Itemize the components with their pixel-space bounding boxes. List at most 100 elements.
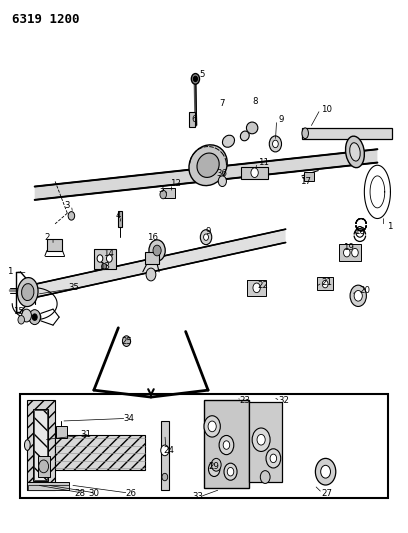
- Circle shape: [146, 268, 156, 281]
- Bar: [20, 394, 388, 498]
- Text: 24: 24: [164, 446, 175, 455]
- Circle shape: [251, 168, 258, 177]
- Text: 17: 17: [301, 177, 311, 185]
- Text: 30: 30: [89, 489, 99, 497]
- Bar: [27, 400, 55, 490]
- Text: 21: 21: [321, 278, 332, 287]
- Bar: [118, 211, 122, 227]
- Bar: [94, 249, 116, 269]
- Circle shape: [269, 136, 282, 152]
- Ellipse shape: [22, 284, 34, 301]
- Polygon shape: [302, 128, 392, 139]
- Circle shape: [200, 230, 212, 245]
- Bar: [304, 172, 314, 181]
- Text: 15: 15: [13, 308, 24, 316]
- Text: 2: 2: [44, 233, 50, 241]
- Circle shape: [315, 458, 336, 485]
- Circle shape: [191, 74, 200, 84]
- Text: 33: 33: [193, 492, 203, 501]
- Ellipse shape: [246, 122, 258, 134]
- Bar: [47, 239, 62, 251]
- Text: 1: 1: [7, 268, 13, 276]
- Circle shape: [322, 280, 328, 288]
- Circle shape: [160, 190, 166, 199]
- Circle shape: [211, 458, 221, 471]
- Text: 12: 12: [170, 180, 181, 188]
- Ellipse shape: [346, 136, 364, 168]
- Bar: [34, 410, 47, 480]
- Bar: [56, 426, 67, 438]
- Ellipse shape: [350, 143, 360, 161]
- Bar: [55, 435, 145, 470]
- Text: 35: 35: [68, 284, 79, 292]
- Ellipse shape: [24, 440, 30, 450]
- Circle shape: [32, 314, 37, 320]
- Circle shape: [227, 467, 234, 476]
- Circle shape: [270, 454, 277, 463]
- Text: 27: 27: [321, 489, 332, 497]
- Text: 32: 32: [278, 397, 289, 405]
- Ellipse shape: [29, 311, 41, 323]
- Text: 19: 19: [344, 244, 354, 252]
- Circle shape: [252, 428, 270, 451]
- Bar: [28, 485, 69, 490]
- Circle shape: [260, 471, 270, 483]
- Text: 6319 1200: 6319 1200: [12, 13, 80, 26]
- Text: 6: 6: [191, 116, 197, 124]
- Text: 31: 31: [80, 430, 91, 439]
- Circle shape: [22, 309, 31, 322]
- Polygon shape: [35, 149, 377, 200]
- Circle shape: [223, 441, 230, 449]
- Text: 3: 3: [158, 185, 164, 193]
- Text: 26: 26: [125, 489, 136, 497]
- Ellipse shape: [302, 128, 308, 139]
- Circle shape: [321, 465, 330, 478]
- Text: 7: 7: [220, 100, 225, 108]
- Bar: [27, 482, 69, 490]
- Circle shape: [354, 290, 362, 301]
- Circle shape: [224, 463, 237, 480]
- Circle shape: [253, 283, 260, 293]
- Bar: [247, 280, 266, 296]
- Text: 3: 3: [64, 201, 70, 209]
- Text: 16: 16: [148, 233, 158, 241]
- Text: 28: 28: [74, 489, 85, 497]
- Text: 36: 36: [217, 169, 228, 177]
- Circle shape: [273, 140, 278, 148]
- Text: 18: 18: [354, 228, 364, 236]
- Bar: [204, 400, 249, 488]
- Circle shape: [266, 449, 281, 468]
- Bar: [161, 421, 169, 490]
- Text: 1: 1: [387, 222, 392, 231]
- Text: 23: 23: [239, 397, 250, 405]
- Circle shape: [18, 316, 24, 324]
- Circle shape: [204, 234, 208, 240]
- Circle shape: [153, 245, 161, 256]
- Bar: [339, 244, 361, 261]
- Circle shape: [29, 310, 40, 325]
- Bar: [38, 456, 50, 477]
- Circle shape: [257, 434, 265, 445]
- Bar: [317, 277, 333, 290]
- Circle shape: [97, 255, 103, 262]
- Polygon shape: [31, 229, 286, 298]
- Text: 5: 5: [199, 70, 205, 79]
- Text: 14: 14: [103, 249, 113, 257]
- Text: 4: 4: [115, 212, 121, 220]
- Text: 25: 25: [121, 337, 132, 345]
- Ellipse shape: [240, 131, 249, 141]
- Text: 8: 8: [252, 97, 258, 106]
- Bar: [33, 409, 48, 481]
- Text: 13: 13: [99, 262, 109, 271]
- Circle shape: [122, 336, 131, 346]
- Text: 9: 9: [279, 116, 284, 124]
- Circle shape: [219, 435, 234, 455]
- Text: 10: 10: [321, 105, 332, 114]
- Circle shape: [149, 240, 165, 261]
- Circle shape: [344, 248, 350, 257]
- Bar: [241, 167, 268, 179]
- Ellipse shape: [222, 135, 235, 147]
- Bar: [189, 112, 195, 127]
- Text: 11: 11: [258, 158, 268, 167]
- Bar: [145, 252, 159, 264]
